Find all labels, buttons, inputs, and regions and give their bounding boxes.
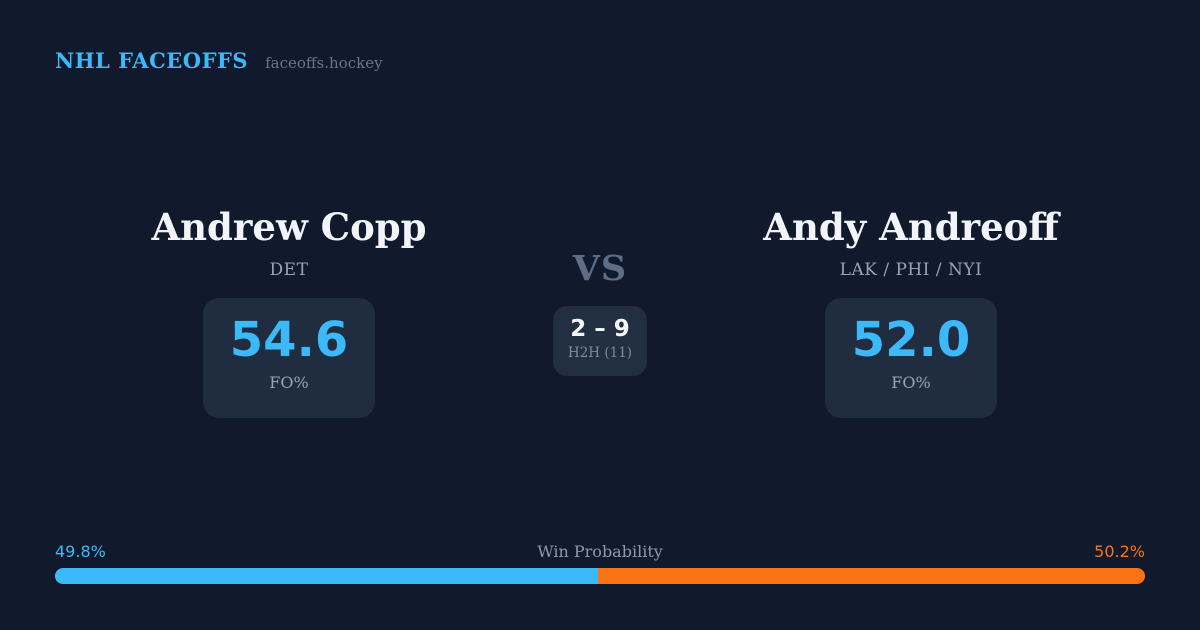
win-bar-left (55, 568, 598, 584)
h2h-box: 2 – 9 H2H (11) (553, 306, 647, 376)
h2h-label: H2H (11) (567, 344, 633, 361)
player-teams-right: LAK / PHI / NYI (839, 260, 983, 281)
stat-box-right: 52.0 FO% (825, 298, 997, 419)
player-card-right: Andy Andreoff LAK / PHI / NYI 52.0 FO% (721, 205, 1101, 419)
win-probability-left-pct: 49.8% (55, 542, 106, 561)
player-card-left: Andrew Copp DET 54.6 FO% (99, 205, 479, 419)
h2h-score: 2 – 9 (570, 316, 630, 342)
vs-label: VS (572, 248, 628, 289)
player-name-right: Andy Andreoff (763, 205, 1059, 249)
player-name-left: Andrew Copp (151, 205, 427, 249)
win-probability-title: Win Probability (537, 542, 663, 561)
win-bar-right (597, 568, 1145, 584)
header: NHL FACEOFFS faceoffs.hockey (55, 48, 383, 73)
site-url: faceoffs.hockey (265, 54, 383, 72)
stat-value-right: 52.0 (851, 312, 971, 369)
stat-label-right: FO% (891, 373, 931, 393)
win-probability-right-pct: 50.2% (1094, 542, 1145, 561)
stat-label-left: FO% (269, 373, 309, 393)
stat-box-left: 54.6 FO% (203, 298, 375, 419)
stat-value-left: 54.6 (229, 312, 349, 369)
win-probability-labels: 49.8% Win Probability 50.2% (55, 542, 1145, 564)
player-teams-left: DET (269, 260, 309, 281)
win-probability-bar (55, 568, 1145, 584)
brand-title: NHL FACEOFFS (55, 48, 249, 73)
matchup-center: VS 2 – 9 H2H (11) (500, 248, 700, 376)
